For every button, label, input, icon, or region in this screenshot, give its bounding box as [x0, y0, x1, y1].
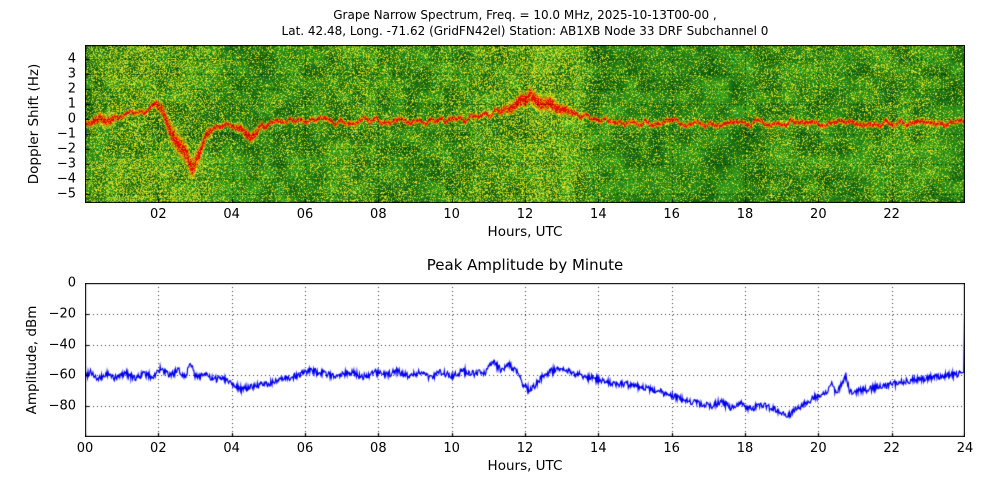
- spectrogram-xlabel: Hours, UTC: [487, 224, 563, 240]
- spectrogram-y-tick-label: 1: [67, 96, 76, 112]
- spectrogram-x-tick-label: 04: [223, 207, 240, 222]
- spectrogram-x-tick-label: 06: [296, 207, 314, 222]
- amplitude-x-tick-label: 22: [883, 441, 900, 456]
- amplitude-x-tick-label: 04: [223, 441, 240, 456]
- amplitude-y-tick-label: −80: [48, 398, 76, 414]
- spectrogram-y-tick-label: 0: [67, 111, 76, 127]
- amplitude-x-tick-label: 14: [590, 441, 607, 456]
- spectrogram-title: Grape Narrow Spectrum, Freq. = 10.0 MHz,…: [333, 8, 717, 22]
- amplitude-y-tick-label: 0: [67, 275, 76, 291]
- amplitude-y-tick-label: −20: [48, 306, 76, 322]
- amplitude-x-tick-label: 16: [663, 441, 680, 456]
- spectrogram-x-tick-label: 18: [736, 207, 754, 222]
- amplitude-xlabel: Hours, UTC: [487, 458, 563, 474]
- spectrogram-y-tick-label: 3: [67, 66, 76, 82]
- amplitude-x-tick-label: 18: [736, 441, 754, 456]
- amplitude-x-tick-label: 12: [516, 441, 534, 456]
- amplitude-x-tick-label: 06: [296, 441, 314, 456]
- spectrogram-y-tick-label: −3: [56, 156, 76, 172]
- spectrogram-y-tick-label: 4: [67, 51, 76, 67]
- spectrogram-y-tick-label: 2: [67, 81, 76, 97]
- spectrogram-x-tick-label: 16: [663, 207, 680, 222]
- spectrogram-x-tick-label: 02: [150, 207, 167, 222]
- spectrogram-ylabel: Doppler Shift (Hz): [26, 63, 42, 185]
- amplitude-plot: [85, 283, 965, 437]
- spectrogram-y-tick-label: −5: [56, 186, 76, 202]
- spectrogram-x-tick-label: 08: [370, 207, 387, 222]
- amplitude-x-tick-label: 20: [810, 441, 827, 456]
- amplitude-y-tick-label: −40: [48, 337, 76, 353]
- spectrogram-y-tick-label: −2: [56, 141, 76, 157]
- spectrogram-x-tick-label: 14: [590, 207, 607, 222]
- spectrogram-x-tick-label: 12: [516, 207, 534, 222]
- amplitude-y-tick-label: −60: [48, 367, 76, 383]
- amplitude-x-tick-label: 10: [443, 441, 460, 456]
- spectrogram-x-tick-label: 20: [810, 207, 827, 222]
- amplitude-ylabel: Amplitude, dBm: [24, 305, 40, 415]
- amplitude-x-tick-label: 00: [76, 441, 94, 456]
- amplitude-title: Peak Amplitude by Minute: [426, 256, 624, 274]
- amplitude-x-tick-label: 02: [150, 441, 167, 456]
- spectrogram-y-tick-label: −1: [56, 126, 76, 142]
- spectrogram-subtitle: Lat. 42.48, Long. -71.62 (GridFN42el) St…: [281, 24, 769, 38]
- amplitude-x-tick-label: 24: [956, 441, 974, 456]
- spectrogram-x-tick-label: 22: [883, 207, 900, 222]
- spectrogram-plot: [85, 45, 965, 203]
- spectrogram-x-tick-label: 10: [443, 207, 460, 222]
- spectrogram-y-tick-label: −4: [56, 171, 76, 187]
- amplitude-x-tick-label: 08: [370, 441, 387, 456]
